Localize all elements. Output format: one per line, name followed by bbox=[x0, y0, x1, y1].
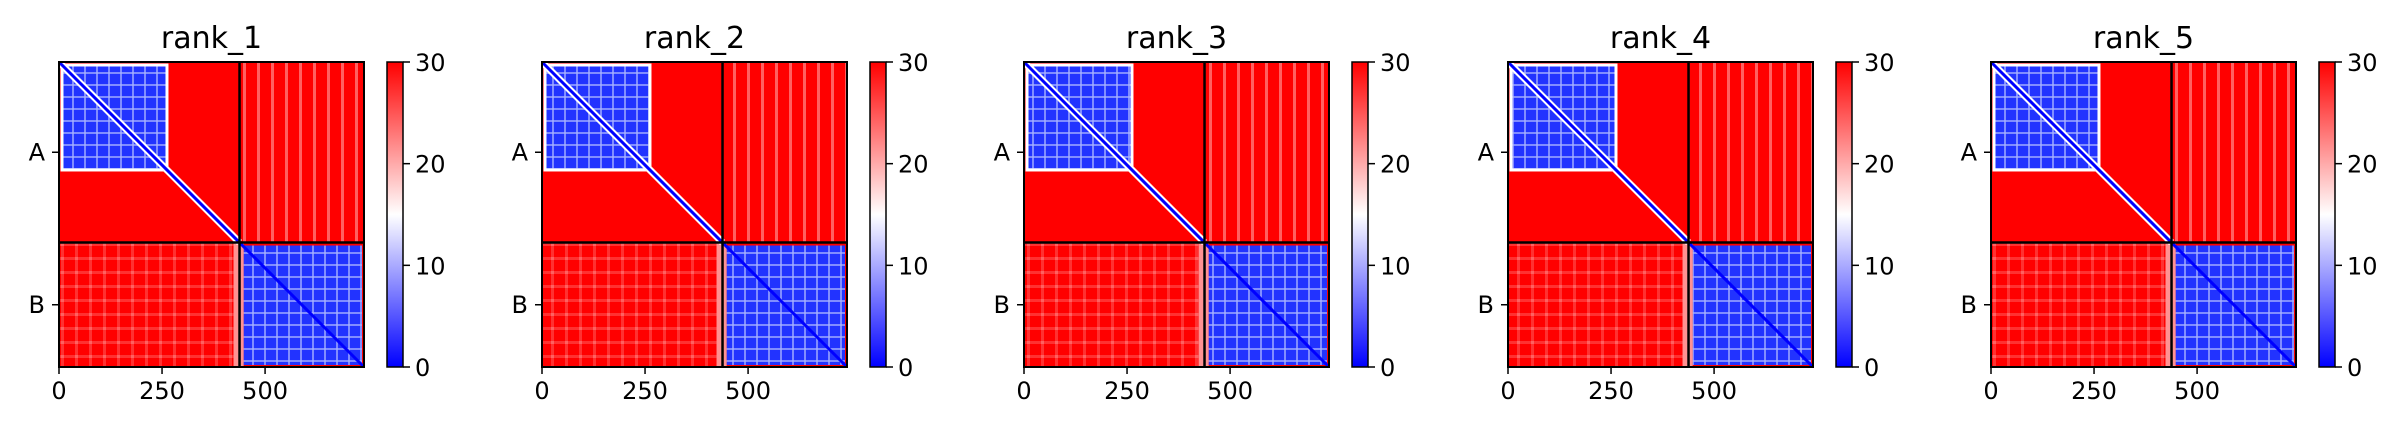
colorbar-tick-label: 30 bbox=[898, 49, 929, 77]
colorbar-tick-label: 10 bbox=[898, 252, 929, 280]
heatmap bbox=[56, 59, 366, 369]
x-tick-label: 250 bbox=[622, 377, 668, 405]
plot-frame bbox=[58, 61, 365, 368]
x-tick-label: 250 bbox=[1588, 377, 1634, 405]
y-tick-label: A bbox=[1478, 138, 1495, 166]
panel-rank_2: rank_2 0 250 500 A B 0 10 20 30 bbox=[512, 21, 929, 405]
y-tick-label: A bbox=[1961, 138, 1978, 166]
colorbar-tick-label: 0 bbox=[415, 354, 430, 382]
panel-title: rank_2 bbox=[644, 21, 745, 56]
colorbar-tick-label: 0 bbox=[2347, 354, 2362, 382]
heatmap-block-chain-a-edge bbox=[1025, 63, 1134, 172]
x-tick-label: 500 bbox=[1207, 377, 1253, 405]
colorbar-tick-label: 0 bbox=[1380, 354, 1395, 382]
plot-frame bbox=[1507, 61, 1814, 368]
x-tick-label: 0 bbox=[534, 377, 549, 405]
colorbar-tick-label: 20 bbox=[2347, 151, 2378, 179]
x-tick-label: 0 bbox=[1016, 377, 1031, 405]
x-tick-label: 250 bbox=[2071, 377, 2117, 405]
panel-title: rank_3 bbox=[1126, 21, 1227, 56]
colorbar-tick-label: 30 bbox=[2347, 49, 2378, 77]
panel-title: rank_4 bbox=[1610, 21, 1711, 56]
heatmap-diagonal-a bbox=[1989, 60, 2173, 244]
colorbar bbox=[2318, 61, 2336, 368]
heatmap bbox=[1988, 59, 2298, 369]
colorbar-tick-label: 20 bbox=[898, 151, 929, 179]
colorbar-tick-label: 10 bbox=[1380, 252, 1411, 280]
heatmap-block-chain-a-edge bbox=[543, 63, 652, 172]
y-tick-label: A bbox=[512, 138, 529, 166]
x-tick-label: 250 bbox=[1104, 377, 1150, 405]
y-tick-label: A bbox=[994, 138, 1011, 166]
plot-frame bbox=[1023, 61, 1330, 368]
colorbar-tick-label: 30 bbox=[1864, 49, 1895, 77]
heatmap-diagonal-b bbox=[2170, 241, 2298, 369]
panel-rank_4: rank_4 0 250 500 A B 0 10 20 30 bbox=[1478, 21, 1895, 405]
heatmap-interchain-ba-overlay bbox=[1991, 242, 2166, 367]
panel-title: rank_1 bbox=[161, 21, 262, 56]
heatmap-diagonal-b bbox=[238, 241, 366, 369]
y-tick-label: B bbox=[1478, 291, 1494, 319]
colorbar bbox=[1835, 61, 1853, 368]
heatmap-diagonal-a bbox=[1506, 60, 1690, 244]
heatmap-block-chain-a-edge bbox=[1992, 63, 2101, 172]
x-tick-label: 500 bbox=[1691, 377, 1737, 405]
heatmap bbox=[539, 59, 849, 369]
plot-frame bbox=[1990, 61, 2297, 368]
colorbar-tick-label: 0 bbox=[1864, 354, 1879, 382]
y-tick-label: B bbox=[29, 291, 45, 319]
heatmap-interchain-ba-overlay bbox=[1024, 242, 1199, 367]
x-tick-label: 500 bbox=[242, 377, 288, 405]
heatmap-diagonal-b bbox=[1203, 241, 1331, 369]
heatmap-interchain-ba-overlay bbox=[1508, 242, 1683, 367]
heatmap-interchain-ab bbox=[2171, 62, 2296, 243]
y-tick-label: B bbox=[512, 291, 528, 319]
x-tick-label: 250 bbox=[139, 377, 185, 405]
heatmap-interchain-ba-overlay bbox=[59, 242, 234, 367]
colorbar-tick-label: 30 bbox=[415, 49, 446, 77]
colorbar-tick-label: 30 bbox=[1380, 49, 1411, 77]
plot-frame bbox=[541, 61, 848, 368]
heatmap-diagonal-a bbox=[540, 60, 724, 244]
y-tick-label: B bbox=[1961, 291, 1977, 319]
heatmap-interchain-ab bbox=[1204, 62, 1329, 243]
colorbar-tick-label: 0 bbox=[898, 354, 913, 382]
colorbar-tick-label: 10 bbox=[2347, 252, 2378, 280]
heatmap-interchain-ab bbox=[239, 62, 364, 243]
panel-title: rank_5 bbox=[2093, 21, 2194, 56]
panel-rank_1: rank_1 0 250 500 A B 0 10 20 30 bbox=[29, 21, 446, 405]
x-tick-label: 0 bbox=[51, 377, 66, 405]
heatmap bbox=[1505, 59, 1815, 369]
colorbar-tick-label: 20 bbox=[1380, 151, 1411, 179]
x-tick-label: 0 bbox=[1983, 377, 1998, 405]
y-tick-label: B bbox=[994, 291, 1010, 319]
heatmap-block-chain-a-edge bbox=[60, 63, 169, 172]
heatmap-block-chain-a-edge bbox=[1509, 63, 1618, 172]
heatmap-diagonal-b bbox=[1687, 241, 1815, 369]
heatmap bbox=[1021, 59, 1331, 369]
heatmap-diagonal-a bbox=[1022, 60, 1206, 244]
heatmap-interchain-ab bbox=[1688, 62, 1813, 243]
colorbar-tick-label: 20 bbox=[415, 151, 446, 179]
colorbar-tick-label: 10 bbox=[415, 252, 446, 280]
x-tick-label: 500 bbox=[2174, 377, 2220, 405]
colorbar bbox=[1351, 61, 1369, 368]
colorbar bbox=[869, 61, 887, 368]
x-tick-label: 500 bbox=[725, 377, 771, 405]
y-tick-label: A bbox=[29, 138, 46, 166]
heatmap-diagonal-b bbox=[721, 241, 849, 369]
heatmap-interchain-ab bbox=[722, 62, 847, 243]
heatmap-interchain-ba-overlay bbox=[542, 242, 717, 367]
panel-rank_3: rank_3 0 250 500 A B 0 10 20 30 bbox=[994, 21, 1411, 405]
heatmap-diagonal-a bbox=[57, 60, 241, 244]
colorbar bbox=[386, 61, 404, 368]
colorbar-tick-label: 10 bbox=[1864, 252, 1895, 280]
panel-rank_5: rank_5 0 250 500 A B 0 10 20 30 bbox=[1961, 21, 2378, 405]
x-tick-label: 0 bbox=[1500, 377, 1515, 405]
colorbar-tick-label: 20 bbox=[1864, 151, 1895, 179]
